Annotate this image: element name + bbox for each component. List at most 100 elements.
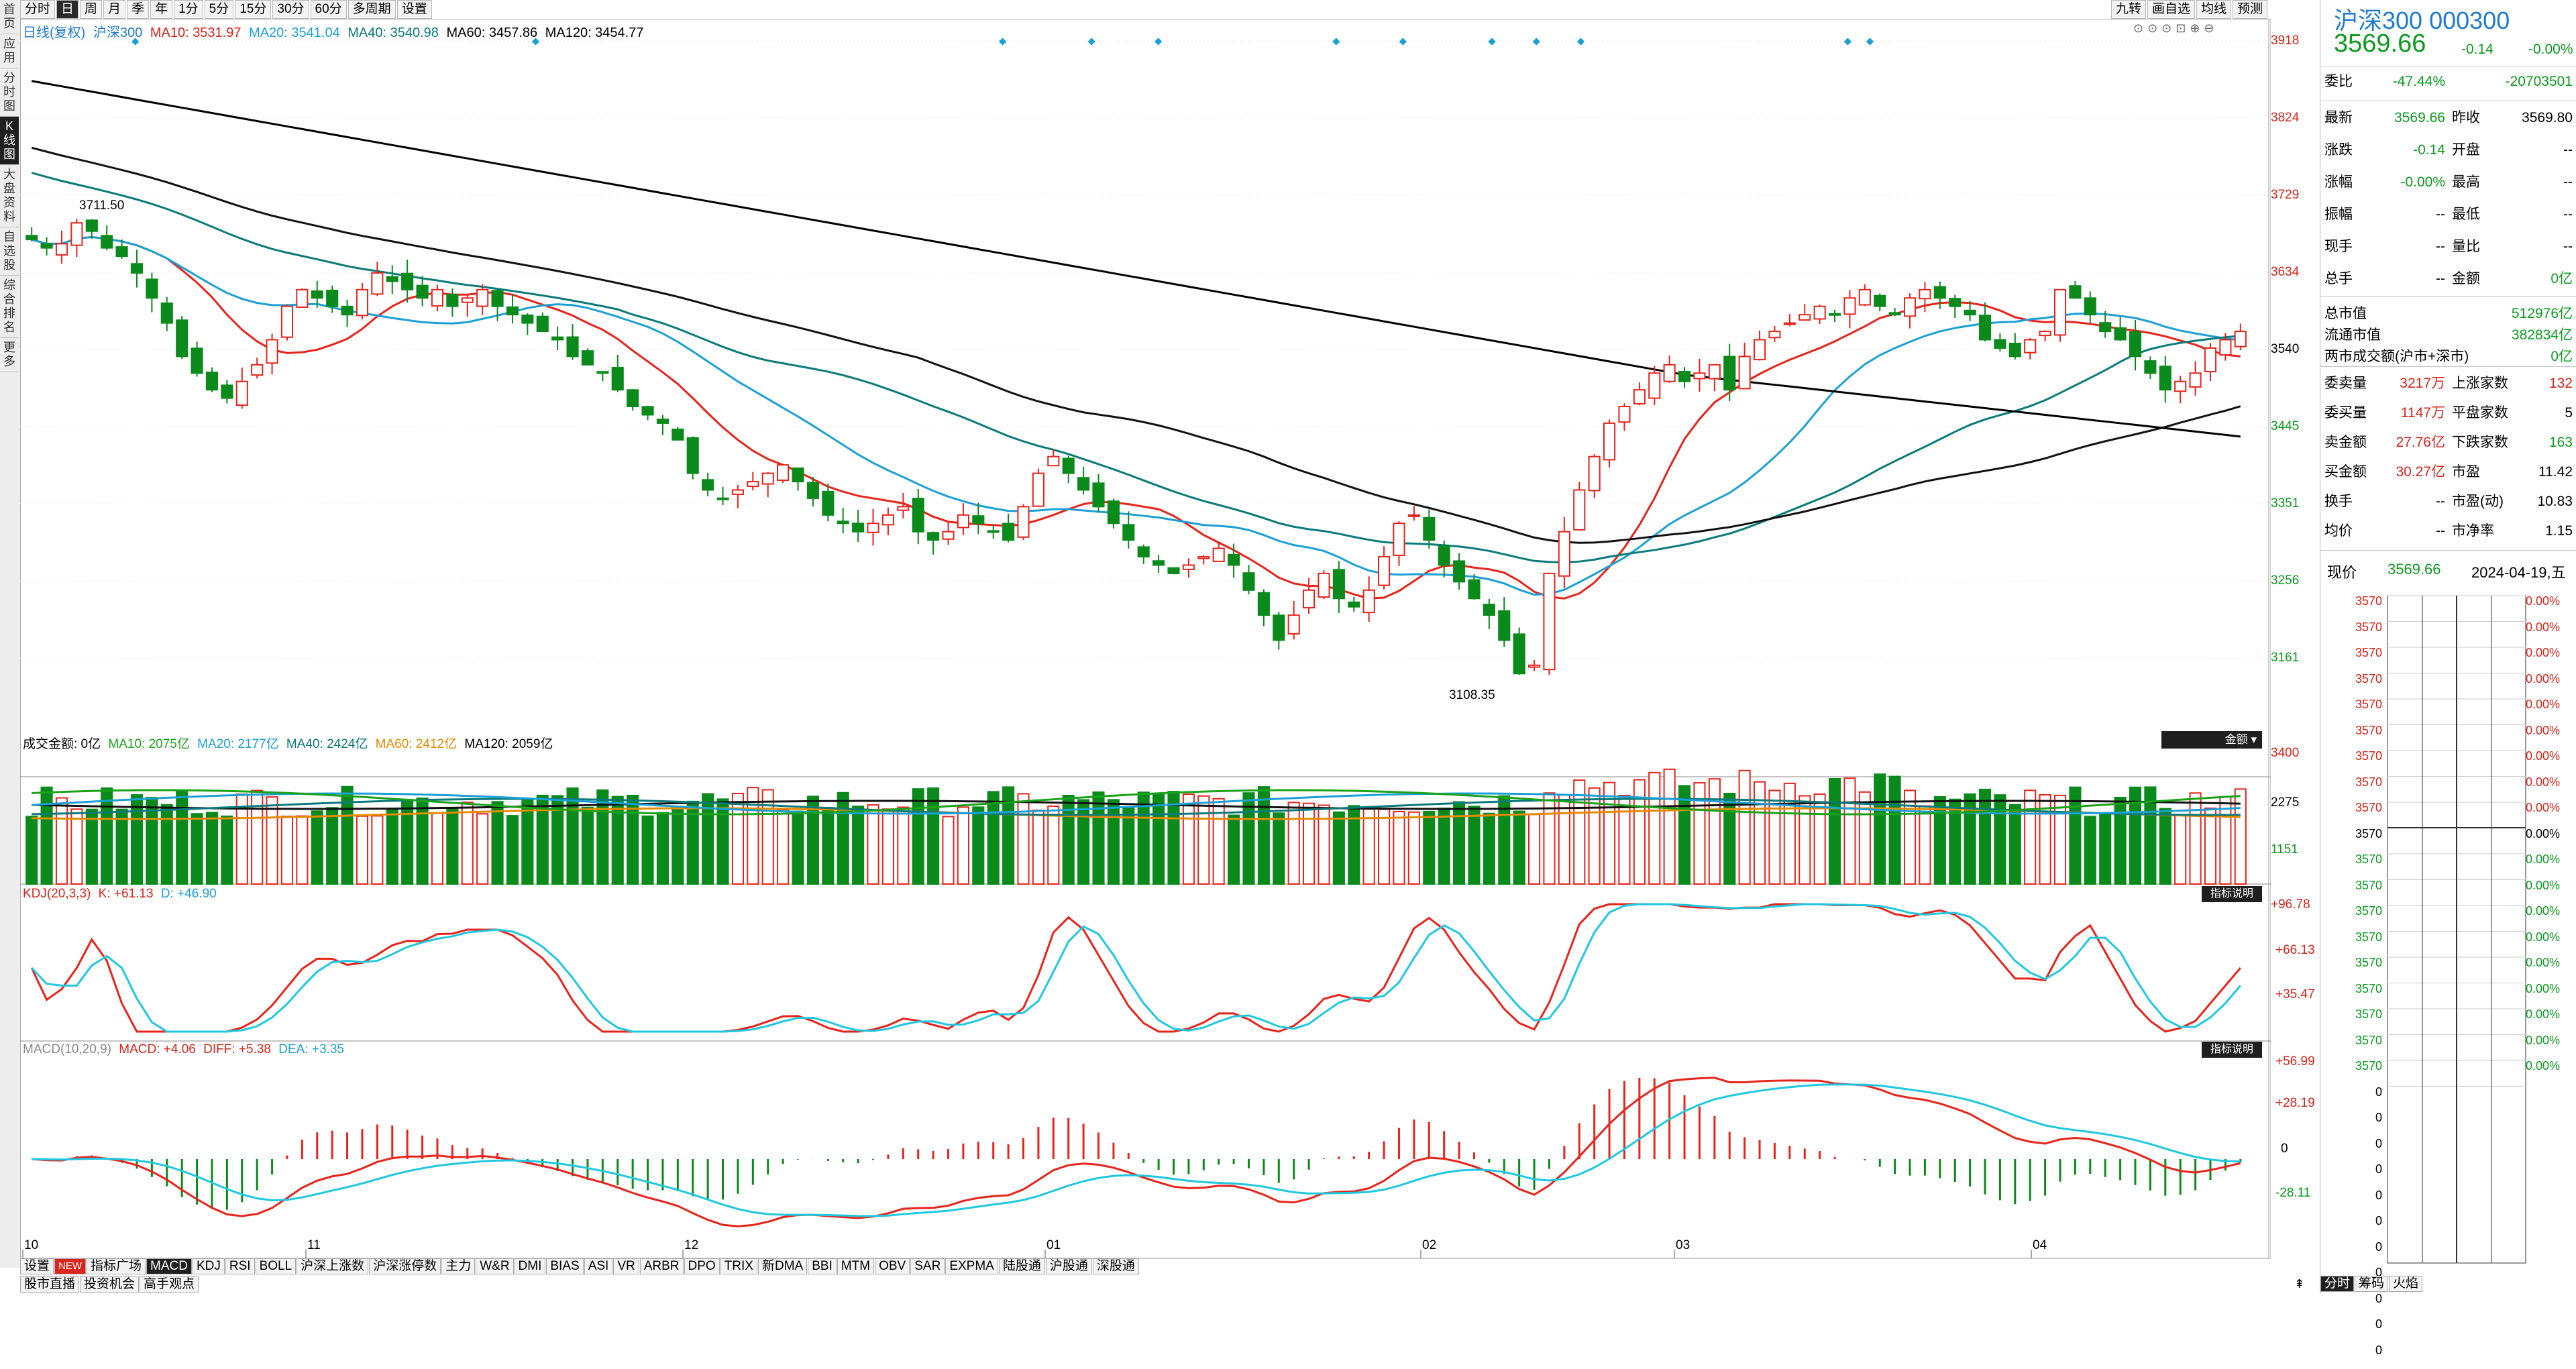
nine-turn-button[interactable]: 九转 — [2111, 0, 2146, 19]
volume-bar — [2010, 805, 2021, 884]
quote-k2: 昨收 — [2452, 103, 2480, 133]
period-button-day[interactable]: 日 — [56, 0, 78, 19]
candle-body — [1454, 561, 1464, 582]
sidebar-item-home[interactable]: 首页 — [0, 0, 19, 34]
indicator-tab[interactable]: 沪股通 — [1046, 1258, 1092, 1274]
quote-v2: 163 — [2549, 428, 2573, 457]
period-button-multi[interactable]: 多周期 — [348, 0, 396, 19]
indicator-tab[interactable]: MACD — [146, 1258, 192, 1274]
mini-price-label: 0 — [2320, 1317, 2387, 1344]
volume-bar — [1424, 812, 1434, 884]
indicator-tab[interactable]: MTM — [837, 1258, 874, 1274]
indicator-tab[interactable]: BBI — [808, 1258, 837, 1274]
ma120-value: MA120: 3454.77 — [545, 25, 644, 40]
indicator-tab[interactable]: 沪深上涨数 — [297, 1258, 368, 1274]
sidebar-item-timeshare[interactable]: 分时图 — [0, 68, 19, 117]
candle-body — [2160, 366, 2171, 390]
kdj-help-button[interactable]: 指标说明 — [2202, 886, 2262, 902]
settings-button[interactable]: 设置 — [397, 0, 432, 19]
indicator-tab[interactable]: EXPMA — [945, 1258, 998, 1274]
collapse-arrow-icon[interactable]: ⇞ — [2294, 1277, 2304, 1291]
indicator-tab[interactable]: VR — [613, 1258, 639, 1274]
mini-price-label: 3570 — [2320, 1034, 2387, 1060]
sidebar-item-market-data[interactable]: 大盘资料 — [0, 165, 19, 227]
chart-tool-icons[interactable]: ⊙⊙⊙⊡⊕⊖ — [2133, 21, 2218, 36]
sidebar-item-kline[interactable]: K线图 — [0, 117, 19, 165]
candle-body — [146, 279, 157, 298]
macd-axis-label: -28.11 — [2275, 1186, 2310, 1201]
indicator-tab[interactable]: BIAS — [546, 1258, 583, 1274]
indicator-tab[interactable]: 指标广场 — [87, 1258, 146, 1274]
macd-help-button[interactable]: 指标说明 — [2202, 1042, 2262, 1058]
ma-button[interactable]: 均线 — [2196, 0, 2231, 19]
period-button-5min[interactable]: 5分 — [205, 0, 234, 19]
tab-flame[interactable]: 火焰 — [2389, 1276, 2422, 1292]
indicator-tab[interactable]: OBV — [875, 1258, 910, 1274]
month-label: 02 — [1422, 1238, 1436, 1253]
kline-chart-area[interactable]: 日线(复权) 沪深300 MA10: 3531.97 MA20: 3541.04… — [20, 19, 2271, 1260]
secondary-tab[interactable]: 投资机会 — [80, 1276, 139, 1293]
period-button-30min[interactable]: 30分 — [272, 0, 309, 19]
quote-row: 振幅--最低-- — [2324, 200, 2573, 229]
indicator-tab[interactable]: TRIX — [720, 1258, 757, 1274]
period-button-1min[interactable]: 1分 — [174, 0, 203, 19]
period-button-week[interactable]: 周 — [80, 0, 102, 19]
draw-watchlist-button[interactable]: 画自选 — [2147, 0, 2195, 19]
period-button-quarter[interactable]: 季 — [127, 0, 149, 19]
secondary-tab[interactable]: 高手观点 — [140, 1276, 199, 1293]
volume-bar — [1529, 814, 1540, 884]
period-button-60min[interactable]: 60分 — [311, 0, 347, 19]
mini-pct-label: 0.00% — [2526, 904, 2576, 930]
candle-body — [597, 372, 608, 373]
indicator-tab[interactable]: ASI — [584, 1258, 613, 1274]
candle-body — [87, 220, 97, 231]
indicator-tab[interactable]: 设置 — [20, 1258, 54, 1274]
quote-row: 换手--市盈(动)10.83 — [2324, 487, 2573, 516]
indicator-tab[interactable]: RSI — [225, 1258, 255, 1274]
sidebar-item-watchlist[interactable]: 自选股 — [0, 227, 19, 276]
sidebar-item-apps[interactable]: 应用 — [0, 34, 19, 68]
indicator-tab[interactable]: DPO — [684, 1258, 720, 1274]
quote-v: -- — [2436, 264, 2445, 294]
event-marker-icon — [1488, 38, 1495, 45]
indicator-tab[interactable]: KDJ — [193, 1258, 225, 1274]
tab-chips[interactable]: 筹码 — [2355, 1276, 2388, 1292]
volume-bar — [26, 816, 37, 884]
indicator-tab[interactable]: SAR — [910, 1258, 945, 1274]
candle-body — [327, 290, 337, 307]
quote-k: 涨跌 — [2324, 135, 2353, 165]
indicator-tab[interactable]: DMI — [515, 1258, 546, 1274]
sidebar-item-ranking[interactable]: 综合排名 — [0, 276, 19, 338]
indicator-tab[interactable]: W&R — [476, 1258, 513, 1274]
indicator-tab[interactable]: NEW — [54, 1258, 86, 1274]
volume-bar — [282, 816, 292, 884]
volume-bar — [1108, 800, 1119, 884]
tab-timeshare[interactable]: 分时 — [2320, 1276, 2354, 1292]
candle-body — [101, 235, 112, 248]
indicator-tab[interactable]: 新DMA — [758, 1258, 807, 1274]
indicator-tab[interactable]: 主力 — [441, 1258, 475, 1274]
price-axis-label: 3540 — [2271, 342, 2299, 357]
period-button-month[interactable]: 月 — [103, 0, 125, 19]
quote-v2: 0亿 — [2551, 342, 2573, 372]
macd-axis-label: 0 — [2281, 1142, 2288, 1156]
period-button-timeshare[interactable]: 分时 — [20, 0, 55, 19]
candle-body — [2025, 339, 2035, 352]
secondary-tab[interactable]: 股市直播 — [20, 1276, 79, 1293]
period-button-15min[interactable]: 15分 — [235, 0, 271, 19]
indicator-tab[interactable]: ARBR — [640, 1258, 684, 1274]
mini-price-label: 3570 — [2320, 672, 2387, 698]
volume-bar — [822, 808, 833, 884]
candle-body — [1123, 525, 1134, 540]
volume-bar — [176, 791, 187, 884]
indicator-tab[interactable]: 沪深涨停数 — [369, 1258, 441, 1274]
indicator-tab[interactable]: 陆股通 — [999, 1258, 1045, 1274]
sidebar-item-more[interactable]: 更多 — [0, 338, 19, 372]
indicator-tab[interactable]: 深股通 — [1093, 1258, 1139, 1274]
volume-type-dropdown[interactable]: 金额 ▾ — [2161, 731, 2262, 749]
indicator-tab[interactable]: BOLL — [256, 1258, 297, 1274]
period-button-year[interactable]: 年 — [150, 0, 172, 19]
quote-k2: 量比 — [2452, 232, 2480, 262]
forecast-button[interactable]: 预测 — [2233, 0, 2267, 19]
